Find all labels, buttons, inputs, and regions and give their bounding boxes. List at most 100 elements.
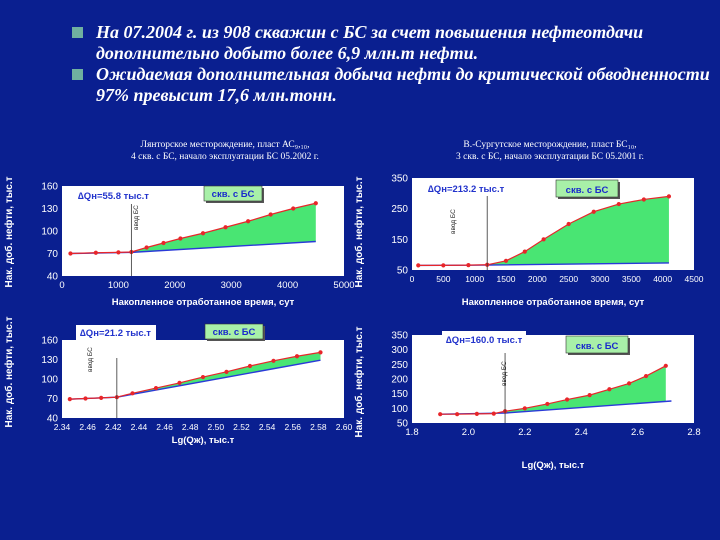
wells-box [203, 185, 263, 202]
chart-c4: ввод БС 50 100 150 200 250 300 350 1.8 2.0 2.2 2.4 2… [353, 326, 701, 471]
fact-point [438, 412, 443, 417]
x-tick-label: 2.2 [518, 427, 531, 438]
bullet-text: На 07.2004 г. из 908 скважин с БС за сче… [96, 22, 644, 63]
delta-annotation-box [74, 187, 168, 203]
y-axis-label: Нак. доб. нефти, тыс.т [3, 176, 15, 287]
fact-point [565, 397, 570, 402]
fact-point [455, 412, 460, 417]
y-tick-label: 350 [391, 174, 408, 185]
delta-annotation: ∆Qн=55.8 тыс.т [78, 191, 149, 202]
y-axis-label: Нак. доб. нефти, тыс.т [353, 176, 365, 287]
fact-point [522, 406, 527, 411]
delta-annotation-box [424, 180, 522, 196]
x-tick-label: 500 [436, 274, 450, 284]
bullet-square-icon [72, 69, 83, 80]
fact-point [178, 236, 183, 241]
x-tick-label: 2.46 [156, 422, 173, 432]
fact-point [466, 262, 471, 268]
x-tick-label: 2.8 [687, 427, 700, 438]
delta-annotation-box [76, 325, 156, 340]
fact-point [247, 363, 253, 369]
y-axis-label: Нак. доб. нефти, тыс.т [353, 326, 365, 437]
y-tick-label: 70 [47, 394, 59, 405]
wells-box-label: скв. с БС [566, 185, 609, 196]
x-tick-label: 3000 [591, 274, 610, 284]
y-axis-label: Нак. доб. нефти, тыс.т [3, 316, 15, 427]
fact-point [200, 374, 206, 380]
gain-area [487, 196, 669, 266]
fact-point [67, 397, 72, 402]
fact-point [441, 263, 446, 268]
gain-area [505, 365, 666, 414]
y-tick-label: 150 [391, 389, 408, 400]
x-tick-label: 3000 [221, 280, 242, 291]
fact-point [587, 393, 592, 398]
left-caption-line1: Лянторское месторождение, пласт АС₉,₁₀, [140, 140, 310, 150]
delta-annotation: ∆Qн=21.2 тыс.т [80, 328, 151, 339]
x-tick-label: 2.54 [259, 422, 276, 432]
x-tick-label: 2500 [559, 274, 578, 284]
y-tick-label: 50 [397, 419, 409, 430]
bullet-square-icon [72, 27, 83, 38]
bullet-text: Ожидаемая дополнительная добыча нефти до… [96, 64, 710, 105]
bullet-list: На 07.2004 г. из 908 скважин с БС за сче… [72, 22, 712, 106]
x-tick-label: 0 [59, 280, 64, 291]
fact-point [144, 245, 149, 250]
fact-point [153, 386, 159, 391]
right-caption-line1: В.-Сургутское месторождение, пласт БС₁₀, [463, 140, 637, 150]
bs-start-label: ввод БС [501, 361, 508, 386]
fact-point [627, 381, 632, 386]
fact-point [224, 369, 229, 374]
x-tick-label: 4500 [685, 274, 704, 284]
bs-start-label: ввод БС [450, 209, 457, 234]
bs-start-label: ввод БС [133, 205, 140, 230]
fact-point [161, 240, 166, 246]
x-tick-label: 2.48 [182, 422, 199, 432]
x-tick-label: 2.44 [131, 422, 148, 432]
fact-point [268, 212, 273, 217]
y-tick-label: 100 [391, 404, 408, 415]
fact-point [566, 221, 571, 227]
fact-series-line [418, 195, 670, 266]
right-caption: В.-Сургутское месторождение, пласт БС₁₀,… [395, 139, 705, 163]
x-tick-label: 2.42 [105, 422, 122, 432]
fact-point [294, 354, 300, 359]
x-tick-label: 2.50 [208, 422, 225, 432]
x-tick-label: 2.56 [284, 422, 301, 432]
x-tick-label: 3500 [622, 274, 641, 284]
delta-annotation-box [442, 331, 526, 347]
fact-point [503, 258, 509, 263]
x-tick-label: 4000 [277, 280, 298, 291]
chart-c1: ввод БС 40 70 100 130 160 0 1000 2000 3000 4000 500… [3, 176, 355, 308]
x-tick-label: 5000 [333, 280, 354, 291]
fact-point [68, 251, 73, 256]
x-tick-label: 2000 [528, 274, 547, 284]
x-axis-label: Lg(Qж), тыс.т [522, 460, 585, 471]
x-tick-label: 1.8 [405, 427, 418, 438]
x-tick-label: 2.58 [310, 422, 327, 432]
fact-point [641, 197, 646, 202]
x-tick-label: 2.34 [54, 422, 71, 432]
y-tick-label: 350 [391, 331, 408, 342]
x-axis-label: Накопленное отработанное время, сут [112, 297, 295, 308]
left-caption: Лянторское месторождение, пласт АС₉,₁₀, … [70, 139, 380, 163]
fact-point [291, 206, 296, 211]
y-tick-label: 130 [41, 204, 58, 215]
fact-point [474, 411, 479, 417]
right-caption-line2: 3 скв. с БС, начало эксплуатации БС 05.2… [456, 152, 644, 162]
y-tick-label: 160 [41, 336, 58, 347]
fact-point [93, 250, 98, 255]
fact-point [522, 249, 527, 254]
fact-point [491, 411, 496, 416]
y-tick-label: 160 [41, 182, 58, 193]
wells-box [555, 179, 619, 198]
x-tick-label: 4000 [653, 274, 672, 284]
wells-box [565, 335, 629, 354]
left-caption-line2: 4 скв. с БС, начало эксплуатации БС 05.2… [131, 152, 319, 162]
chart-c3: ввод БС 40 70 100 130 160 2.34 2.46 2.42 2.44 2.46… [3, 316, 353, 446]
y-tick-label: 40 [47, 414, 59, 425]
fact-point [116, 250, 121, 255]
bullet-item: Ожидаемая дополнительная добыча нефти до… [72, 64, 712, 106]
delta-annotation: ∆Qн=213.2 тыс.т [428, 184, 505, 195]
